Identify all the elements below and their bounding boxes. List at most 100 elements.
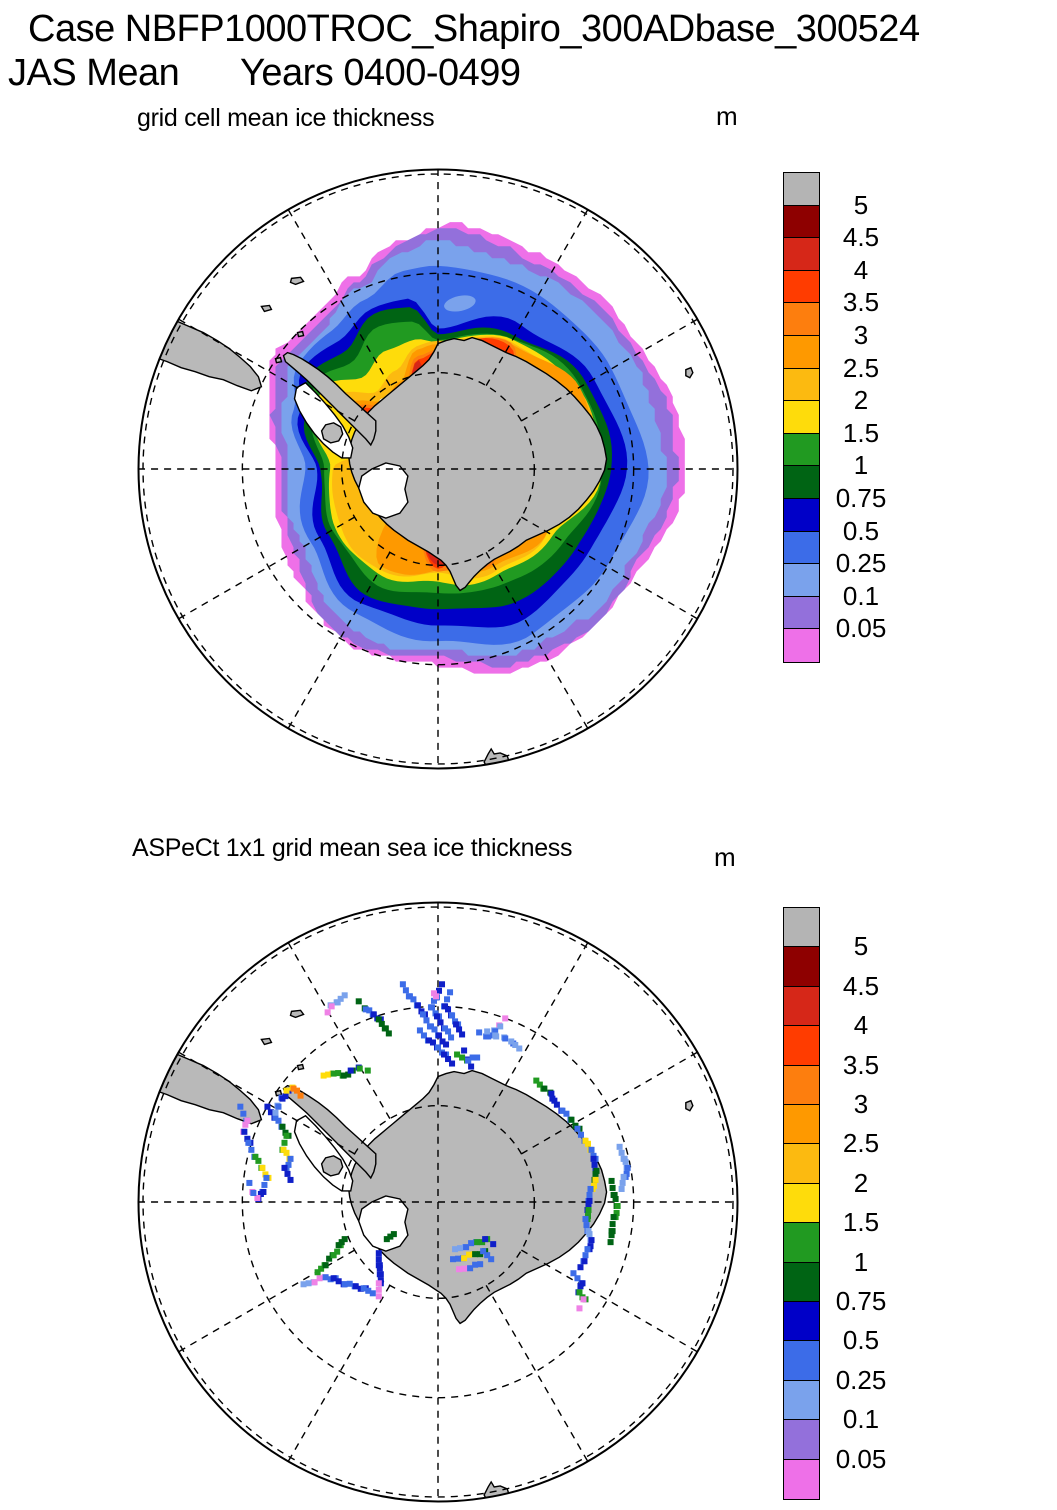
ship-track-point <box>577 1131 584 1138</box>
ship-track-point <box>385 1030 392 1037</box>
ship-track-point <box>244 1117 251 1124</box>
ship-track-point <box>416 1027 423 1034</box>
colorbar-cell <box>783 204 820 239</box>
ship-track-point <box>580 1296 587 1303</box>
colorbar-cell <box>783 907 820 948</box>
ship-track-point <box>445 1056 452 1063</box>
ship-track-point <box>563 1110 570 1117</box>
ship-track-point <box>257 1190 264 1197</box>
ice-shelf-ross <box>358 1195 409 1252</box>
ship-track-point <box>437 1019 444 1026</box>
colorbar-cell <box>783 400 820 435</box>
ship-track-point <box>423 1017 430 1024</box>
ship-track-point <box>322 1262 329 1269</box>
ship-track-point <box>241 1128 248 1135</box>
colorbar-label: 0.1 <box>842 580 880 611</box>
ship-track-point <box>281 1139 288 1146</box>
colorbar-label: 0.1 <box>842 1404 880 1435</box>
colorbar-label: 0.5 <box>842 515 880 546</box>
ship-track-point <box>410 996 417 1003</box>
ship-track-point <box>287 1155 294 1162</box>
colorbar-label: 1.5 <box>842 1207 880 1238</box>
colorbar-label: 5 <box>853 189 869 220</box>
colorbar-cell <box>783 628 820 663</box>
ship-track-point <box>318 1265 325 1272</box>
ship-track-point <box>341 992 348 999</box>
colorbar-cell <box>783 563 820 598</box>
ship-track-point <box>365 1287 372 1294</box>
ship-track-point <box>399 981 406 988</box>
colorbar-label: 0.75 <box>835 1286 887 1316</box>
ship-track-point <box>432 1010 439 1017</box>
ship-track-point <box>376 1265 383 1272</box>
ship-track-point <box>376 1262 383 1269</box>
ship-track-point <box>490 1241 497 1248</box>
ship-track-point <box>622 1158 629 1165</box>
ship-track-point <box>592 1170 599 1177</box>
ship-track-point <box>447 989 454 996</box>
aspect-ship-tracks <box>237 981 631 1312</box>
colorbar-label: 2.5 <box>842 1128 880 1159</box>
colorbar-label: 2 <box>853 385 869 416</box>
ship-track-point <box>609 1228 616 1235</box>
ship-track-point <box>618 1149 625 1156</box>
ship-track-point <box>512 1041 519 1048</box>
colorbar-label: 3 <box>853 320 869 350</box>
ship-track-point <box>435 1032 443 1039</box>
ship-track-point <box>375 1256 382 1263</box>
land-falkland-islands <box>260 1037 273 1046</box>
ship-track-point <box>502 1015 509 1022</box>
ship-track-point <box>492 1028 499 1035</box>
ship-track-point <box>497 1023 504 1030</box>
ship-track-point <box>314 1269 321 1276</box>
ship-track-point <box>375 1280 382 1287</box>
ship-track-point <box>461 1265 468 1272</box>
ship-track-point <box>431 1026 438 1033</box>
ship-track-point <box>477 1261 484 1268</box>
colorbar-cell <box>783 1419 820 1461</box>
ship-track-point <box>590 1155 597 1162</box>
colorbar-label: 2 <box>853 1167 869 1198</box>
ship-track-point <box>262 1171 269 1178</box>
ship-track-point <box>324 1009 331 1016</box>
figure-title-case: Case NBFP1000TROC_Shapiro_300ADbase_3005… <box>28 8 920 50</box>
ship-track-point <box>362 1006 369 1013</box>
ship-track-point <box>536 1081 543 1088</box>
ship-track-point <box>474 1054 481 1061</box>
ship-track-point <box>322 1274 329 1281</box>
ship-track-point <box>502 1035 509 1042</box>
ship-track-point <box>330 1070 337 1077</box>
ship-track-point <box>449 1012 456 1019</box>
ship-track-point <box>455 1255 462 1262</box>
ship-track-point <box>533 1077 540 1084</box>
top-map-model-ice-thickness <box>137 168 739 770</box>
land-antarctic-peninsula <box>282 351 377 447</box>
ship-track-point <box>620 1173 627 1180</box>
ship-track-point <box>352 1283 359 1290</box>
ship-track-point <box>245 1139 252 1146</box>
colorbar-cell <box>783 335 820 370</box>
ship-track-point <box>450 1256 457 1263</box>
land-small-island-east <box>685 1099 694 1112</box>
ship-track-point <box>334 1248 341 1255</box>
ship-track-point <box>264 1103 271 1110</box>
ship-track-point <box>488 1032 495 1039</box>
ship-track-point <box>482 1236 489 1243</box>
ship-track-point <box>250 1189 257 1196</box>
ship-track-point <box>290 1085 297 1092</box>
ship-track-point <box>434 1044 442 1051</box>
ship-track-point <box>461 1255 468 1262</box>
ship-track-point <box>316 1275 323 1282</box>
colorbar-cell <box>783 432 820 467</box>
ship-track-point <box>369 1290 376 1297</box>
ship-track-point <box>584 1246 591 1253</box>
ship-track-point <box>439 981 446 988</box>
ship-track-point <box>577 1283 584 1290</box>
ship-track-point <box>612 1195 619 1202</box>
ship-track-point <box>428 1004 435 1011</box>
ship-track-point <box>581 1258 588 1265</box>
ship-track-point <box>275 1103 282 1110</box>
colorbar-cell <box>783 1261 820 1303</box>
ship-track-point <box>432 993 440 1000</box>
ship-track-point <box>377 1271 384 1278</box>
